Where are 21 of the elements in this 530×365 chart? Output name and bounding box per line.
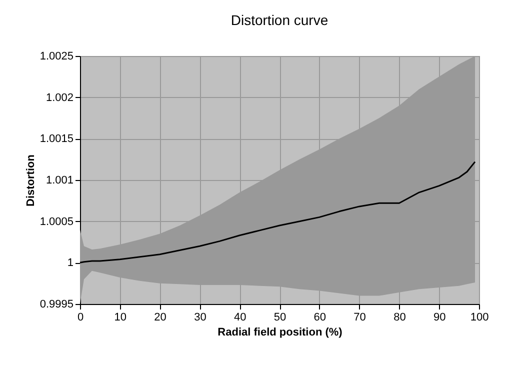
y-tick-label: 1 — [67, 257, 74, 270]
y-tick-label: 1.0005 — [40, 216, 74, 228]
x-tick-label: 90 — [433, 312, 446, 324]
x-tick-label: 10 — [114, 312, 127, 324]
y-axis-title: Distortion — [24, 154, 37, 206]
y-tick-label: 1.0025 — [40, 50, 74, 62]
y-tick-label: 1.002 — [46, 92, 74, 104]
chart-title: Distortion curve — [230, 12, 328, 28]
x-tick-label: 60 — [314, 312, 326, 324]
x-tick-label: 70 — [354, 312, 366, 324]
x-tick-label: 100 — [470, 312, 489, 324]
x-tick-label: 40 — [234, 312, 246, 324]
y-tick-label: 1.001 — [46, 174, 74, 186]
x-tick-label: 50 — [274, 312, 286, 324]
x-tick-label: 80 — [394, 312, 406, 324]
x-tick-label: 30 — [194, 312, 206, 324]
y-tick-label: 0.9995 — [40, 298, 74, 310]
y-tick-label: 1.0015 — [40, 133, 74, 146]
x-tick-label: 0 — [77, 312, 84, 324]
x-tick-label: 20 — [154, 312, 166, 324]
x-axis-title: Radial field position (%) — [218, 326, 343, 338]
